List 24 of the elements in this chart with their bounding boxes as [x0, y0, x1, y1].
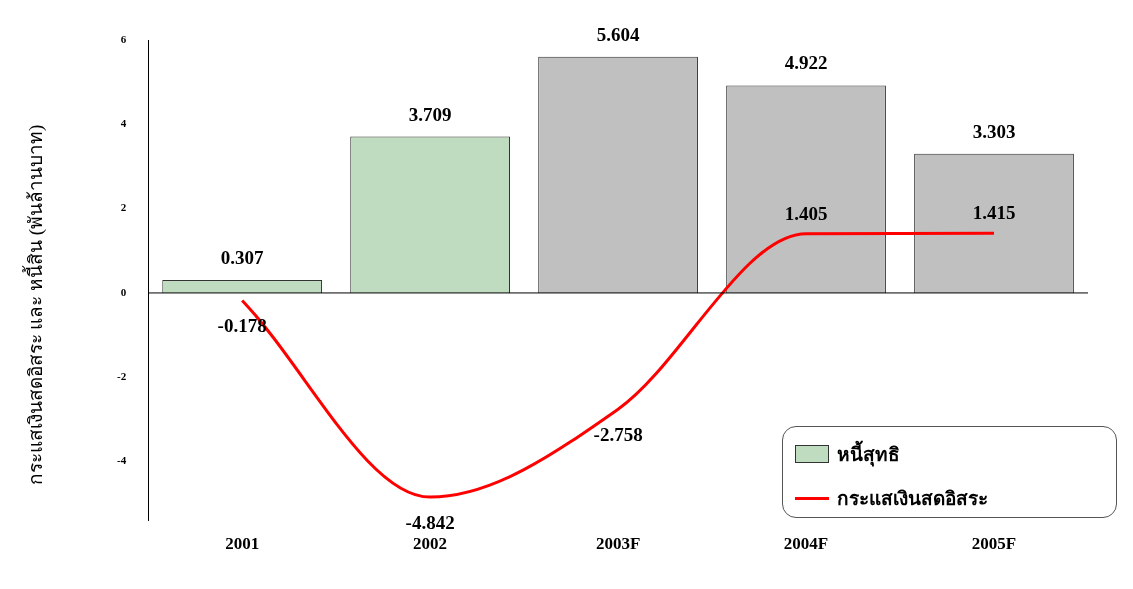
data-label: 5.604	[596, 23, 640, 45]
data-label: 4.922	[784, 52, 828, 74]
y-tick-label: 6	[120, 32, 127, 45]
data-label: 0.307	[220, 247, 265, 268]
data-label: -2.758	[593, 424, 643, 446]
data-label: 3.709	[408, 103, 452, 125]
y-tick-label: 2	[120, 201, 127, 214]
legend-label: กระแสเงินสดอิสระ	[837, 487, 988, 511]
x-tick-label: 2004F	[783, 534, 829, 554]
y-tick-label: -2	[116, 370, 127, 383]
x-tick-label: 2002	[413, 534, 448, 554]
data-label: 1.405	[784, 202, 828, 224]
y-axis-title: กระแสเงินสดอิสระ และ หนี้สิน (พันล้านบาท)	[21, 123, 47, 488]
y-tick-label: -4	[116, 454, 127, 467]
data-label: 3.303	[972, 120, 1016, 142]
data-label: -4.842	[405, 512, 455, 534]
y-tick-label: 4	[120, 117, 127, 130]
data-label: -0.178	[217, 315, 267, 337]
x-tick-label: 2003F	[595, 534, 641, 554]
data-label: 1.415	[972, 202, 1016, 224]
x-tick-label: 2001	[225, 534, 260, 554]
x-tick-label: 2005F	[971, 534, 1017, 554]
y-tick-label: 0	[120, 285, 127, 298]
legend-label: หนี้สุทธิ	[837, 439, 900, 469]
